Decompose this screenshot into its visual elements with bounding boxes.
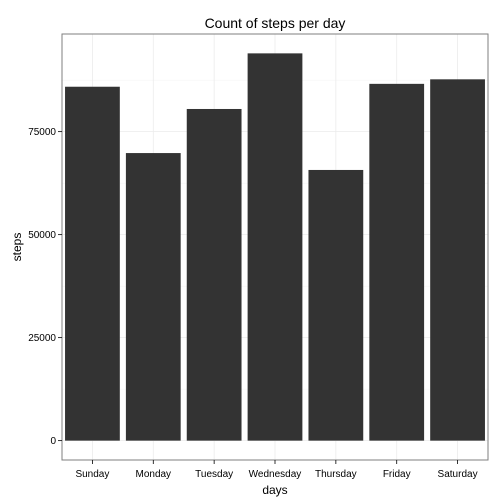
- y-axis-title: steps: [10, 233, 24, 262]
- bar-friday: [369, 83, 425, 441]
- bar-saturday: [430, 79, 485, 441]
- x-tick-label: Monday: [135, 469, 171, 480]
- bar-sunday: [65, 86, 120, 441]
- y-tick-label: 0: [50, 436, 56, 447]
- y-tick-label: 25000: [28, 333, 56, 344]
- bar-tuesday: [186, 108, 242, 441]
- y-tick-label: 50000: [28, 230, 56, 241]
- x-axis: Sunday Monday Tuesday Wednesday Thursday Frid…: [75, 460, 478, 480]
- x-tick-label: Friday: [383, 469, 411, 480]
- x-tick-label: Thursday: [315, 469, 357, 480]
- x-tick-label: Wednesday: [249, 469, 302, 480]
- chart-title: Count of steps per day: [205, 15, 346, 31]
- x-tick-label: Saturday: [438, 469, 478, 480]
- x-tick-label: Sunday: [75, 469, 109, 480]
- x-tick-label: Tuesday: [195, 469, 233, 480]
- y-axis: 0 25000 50000 75000: [28, 127, 62, 447]
- y-tick-label: 75000: [28, 127, 56, 138]
- bar-thursday: [308, 169, 364, 441]
- x-axis-title: days: [262, 483, 287, 497]
- bars: [65, 53, 485, 441]
- bar-monday: [125, 153, 181, 441]
- bar-wednesday: [247, 53, 303, 441]
